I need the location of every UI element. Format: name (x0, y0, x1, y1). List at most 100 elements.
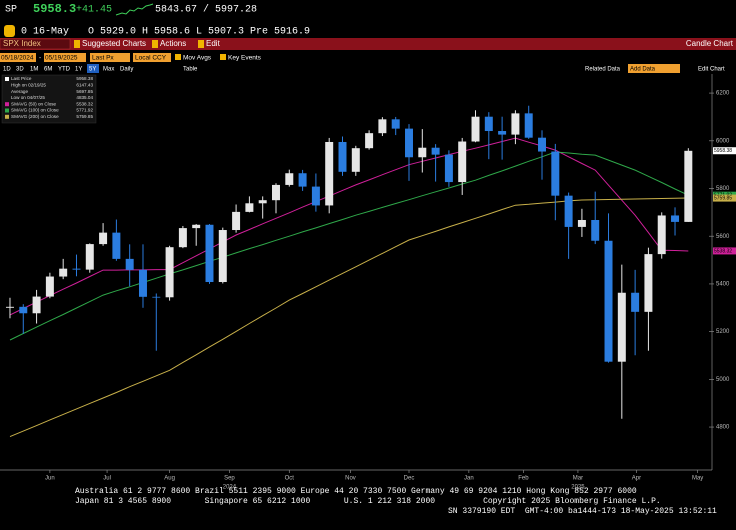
period[interactable]: 3D (16, 67, 24, 73)
y-tick-label: 5000 (716, 377, 730, 383)
y-tick-label: 5200 (716, 329, 730, 335)
value-tag-label: 5958.38 (714, 148, 732, 154)
candle-body (458, 141, 467, 183)
candle-body (471, 116, 480, 142)
candle-body (192, 224, 201, 229)
value-tag (713, 194, 736, 202)
candle-body (617, 292, 626, 362)
add-data[interactable]: Add Data (630, 67, 656, 73)
candle-body (391, 119, 400, 129)
period-selected (87, 64, 99, 73)
y-tick-label: 6000 (716, 138, 730, 144)
candle-body (631, 292, 640, 312)
date-box[interactable] (0, 53, 36, 62)
security-box[interactable] (0, 38, 71, 50)
candle-body (298, 173, 307, 187)
frequency[interactable]: Daily (120, 67, 133, 73)
table-toggle[interactable]: Table (183, 67, 198, 73)
x-tick-label: Sep (224, 476, 235, 482)
candle-body (577, 219, 586, 227)
legend-label: Low on 04/07/25 (11, 95, 45, 100)
view-title: Candle Chart (686, 39, 734, 48)
moving-average (9, 197, 689, 438)
period[interactable]: 6M (44, 67, 52, 73)
candle-body (657, 215, 666, 255)
price: 5958.3 (33, 2, 76, 16)
field-box[interactable] (90, 53, 130, 62)
period[interactable]: 1Y (75, 67, 82, 73)
y-tick-label: 5600 (716, 234, 730, 240)
candle-body (444, 154, 453, 183)
option[interactable]: Mov Avgs (183, 55, 212, 62)
candle-body (325, 141, 334, 206)
x-tick-label: Oct (285, 476, 295, 482)
candle-body (152, 296, 161, 298)
date-box[interactable] (44, 53, 86, 62)
currency-box[interactable] (133, 53, 171, 62)
checkbox[interactable] (220, 54, 226, 60)
edit-chart[interactable]: Edit Chart (698, 67, 725, 73)
legend-value: 5538.32 (76, 101, 93, 106)
candle-body (338, 141, 347, 172)
x-tick-label: Nov (345, 476, 356, 482)
period[interactable]: 1M (30, 67, 38, 73)
legend-label: SMAVG (50) on Close (11, 101, 57, 106)
sparkline (115, 3, 154, 16)
candle-body (431, 147, 440, 155)
candle-body (5, 306, 14, 308)
add-data-box[interactable] (628, 64, 680, 73)
end-date[interactable]: 05/19/2025 (45, 55, 78, 62)
flag: 0 (21, 27, 27, 38)
menu-item[interactable]: Suggested Charts (82, 39, 146, 48)
x-tick-label: Jan (464, 476, 474, 482)
quote-date: 16-May (33, 27, 69, 38)
candle-body (524, 113, 533, 138)
value-tag-label: 5538.32 (714, 248, 732, 254)
period[interactable]: YTD (58, 67, 71, 73)
currency[interactable]: Local CCY (135, 55, 167, 62)
day-range: 5843.67 / 5997.28 (155, 4, 257, 16)
field[interactable]: Last Px (92, 55, 114, 62)
candle-body (218, 230, 227, 283)
legend-label: High on 02/19/25 (11, 83, 46, 88)
candle-body (311, 186, 320, 206)
period[interactable]: Max (103, 67, 114, 73)
candle-body (205, 224, 214, 283)
legend-swatch (5, 77, 9, 81)
y-tick-label: 6200 (716, 91, 730, 97)
menu-item[interactable]: Actions (160, 39, 186, 48)
option[interactable]: Key Events (228, 55, 262, 62)
candle-body (418, 147, 427, 158)
candle-body (644, 254, 653, 312)
candle-body (232, 211, 241, 231)
checkbox[interactable] (175, 54, 181, 60)
y-tick-label: 5400 (716, 282, 730, 288)
candle-body (125, 258, 134, 270)
legend-value: 5697.85 (76, 89, 93, 94)
candle-body (99, 232, 108, 245)
moving-average (9, 151, 689, 341)
candle-body (32, 296, 41, 314)
security[interactable]: SPX Index (3, 39, 41, 48)
date-separator: - (39, 55, 41, 62)
candle-body (59, 268, 68, 277)
moving-average (9, 137, 689, 316)
menu-item[interactable]: Edit (206, 39, 221, 48)
x-tick-label: Mar (573, 476, 583, 482)
candle-body (272, 184, 280, 201)
period[interactable]: 5Y (89, 67, 96, 73)
legend-box (1, 74, 97, 124)
menu-icon (152, 40, 158, 48)
period-bar: 1D 3D 1M 6M YTD 1Y 5Y Max (3, 67, 114, 73)
related-data[interactable]: Related Data (585, 67, 621, 73)
menu-icon (74, 40, 80, 48)
x-tick-label: Aug (164, 476, 175, 482)
y-tick-label: 4800 (716, 425, 730, 431)
menu-icon (198, 40, 204, 48)
x-tick-label: May (692, 476, 703, 482)
start-date[interactable]: 05/18/2024 (1, 55, 34, 62)
candle-body (365, 133, 374, 149)
candle-body (245, 203, 254, 212)
period[interactable]: 1D (3, 67, 11, 73)
